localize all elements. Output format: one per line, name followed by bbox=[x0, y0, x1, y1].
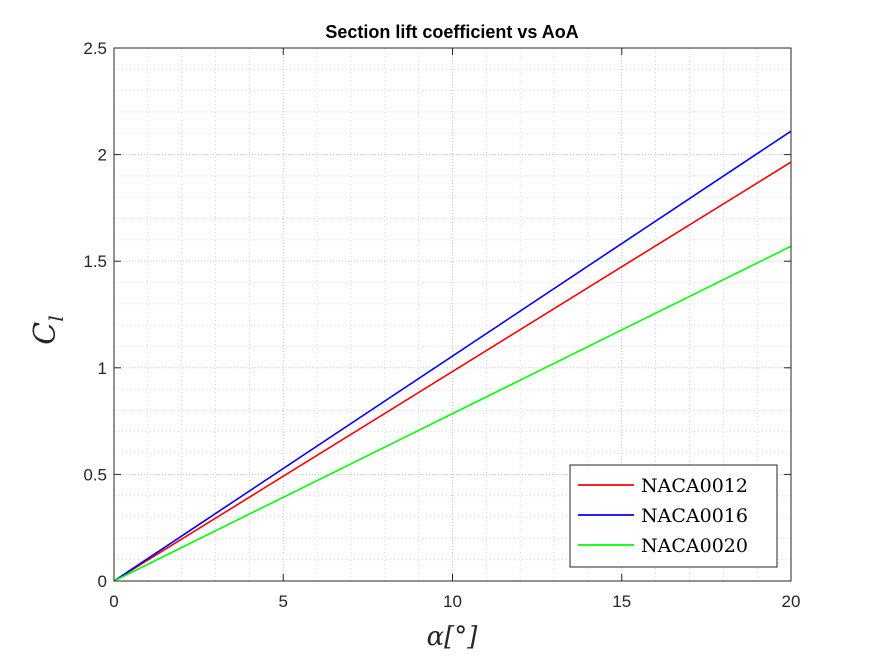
legend: NACA0012 NACA0016 NACA0020 bbox=[569, 464, 778, 568]
legend-label: NACA0012 bbox=[641, 475, 748, 497]
series-lines bbox=[113, 130, 792, 582]
x-tick-label: 0 bbox=[109, 592, 118, 611]
y-tick-label: 2.5 bbox=[83, 39, 107, 58]
y-tick-label: 2 bbox=[98, 146, 107, 165]
y-tick-label: 1.5 bbox=[83, 252, 107, 271]
y-axis-label: Cl bbox=[28, 315, 68, 344]
x-tick-label: 10 bbox=[443, 592, 462, 611]
x-tick-label: 20 bbox=[782, 592, 801, 611]
y-tick-labels: 0 0.5 1 1.5 2 2.5 bbox=[83, 39, 107, 591]
series-line-naca0020 bbox=[113, 245, 792, 582]
x-axis-label: α[°] bbox=[427, 622, 479, 652]
legend-box bbox=[569, 464, 778, 568]
y-tick-label: 1 bbox=[98, 359, 107, 378]
y-tick-label: 0 bbox=[98, 572, 107, 591]
y-axis-label-main: C bbox=[28, 322, 63, 345]
legend-label: NACA0020 bbox=[641, 535, 748, 557]
series-line-naca0016 bbox=[113, 130, 792, 582]
x-tick-label: 15 bbox=[612, 592, 631, 611]
y-tick-label: 0.5 bbox=[83, 465, 107, 484]
x-tick-label: 5 bbox=[279, 592, 288, 611]
y-axis-label-subscript: l bbox=[44, 315, 68, 321]
tick-marks bbox=[113, 47, 792, 582]
chart-title: Section lift coefficient vs AoA bbox=[325, 22, 578, 42]
x-tick-labels: 0 5 10 15 20 bbox=[109, 592, 800, 611]
series-line-naca0012 bbox=[113, 161, 792, 582]
legend-label: NACA0016 bbox=[641, 505, 748, 527]
